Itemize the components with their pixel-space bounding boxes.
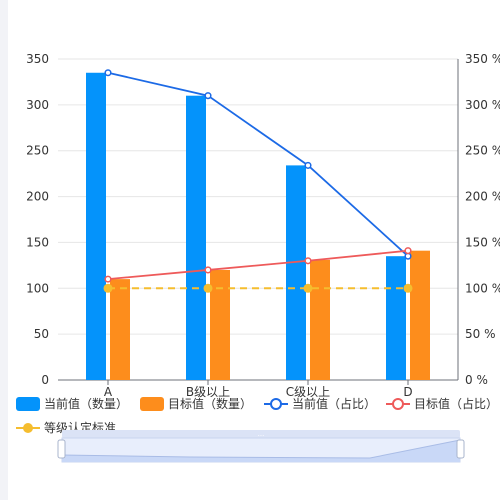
left-tick-label: 350 [26, 52, 49, 66]
lines [103, 69, 413, 293]
bar-current-count [186, 95, 206, 380]
right-tick-label: 350 % [465, 52, 500, 66]
right-tick-label: 50 % [465, 327, 496, 341]
legend-swatch-point [270, 398, 282, 410]
legend: 当前值（数量） 目标值（数量） 当前值（占比） 目标值（占比）等级认定标准 [16, 396, 498, 435]
bar-target-count [310, 259, 330, 380]
left-tick-label: 250 [26, 144, 49, 158]
data-zoom-right-handle[interactable] [456, 439, 465, 459]
bar-current-count [386, 256, 406, 380]
data-zoom-handle-label: ... [258, 430, 265, 438]
left-tick-label: 200 [26, 190, 49, 204]
legend-swatch-bar [140, 397, 164, 411]
legend-label: 目标值（占比） [414, 396, 498, 411]
legend-label: 当前值（占比） [292, 396, 376, 411]
left-tick-label: 0 [41, 373, 49, 387]
standard-point [303, 283, 313, 293]
series-point [104, 275, 112, 283]
right-tick-label: 0 % [465, 373, 488, 387]
left-tick-label: 150 [26, 235, 49, 249]
right-tick-label: 200 % [465, 190, 500, 204]
left-tick-label: 300 [26, 98, 49, 112]
legend-swatch-point [392, 398, 404, 410]
x-axis-ticks: A B级以上 C级以上 D [104, 380, 413, 399]
x-tick-label: A [104, 385, 113, 399]
right-axis-ticks: 0 % 50 % 100 % 150 % 200 % 250 % 300 % 350 % [465, 52, 500, 387]
x-tick-label: B级以上 [186, 385, 230, 399]
right-tick-label: 150 % [465, 235, 500, 249]
left-tick-label: 100 [26, 281, 49, 295]
series-point [404, 247, 412, 255]
standard-point [403, 283, 413, 293]
series-point [304, 257, 312, 265]
left-tick-label: 50 [34, 327, 49, 341]
bar-current-count [86, 72, 106, 380]
bar-target-count [410, 250, 430, 380]
series-point [204, 92, 212, 100]
legend-label: 当前值（数量） [44, 396, 128, 411]
series-line [107, 249, 409, 281]
bar-target-count [110, 279, 130, 380]
bar-target-count [210, 269, 230, 380]
right-tick-label: 300 % [465, 98, 500, 112]
x-tick-label: C级以上 [286, 385, 330, 399]
series-point [204, 266, 212, 274]
side-strip [0, 0, 8, 500]
data-zoom-top-bar[interactable] [62, 430, 460, 438]
series-point [104, 69, 112, 77]
right-tick-label: 250 % [465, 144, 500, 158]
legend-label: 目标值（数量） [168, 396, 252, 411]
standard-point [203, 283, 213, 293]
legend-swatch-bar [16, 397, 40, 411]
bar-current-count [286, 165, 306, 380]
data-zoom-slider[interactable]: ... [57, 430, 465, 463]
series-point [304, 161, 312, 169]
legend-swatch-point [23, 423, 33, 433]
standard-point [103, 283, 113, 293]
x-tick-label: D [403, 385, 412, 399]
right-tick-label: 100 % [465, 281, 500, 295]
series-line [107, 71, 409, 257]
left-axis-ticks: 0 50 100 150 200 250 300 350 [26, 52, 49, 387]
data-zoom-preview-line [61, 439, 461, 459]
bars [86, 72, 430, 380]
data-zoom-left-handle[interactable] [57, 439, 66, 459]
